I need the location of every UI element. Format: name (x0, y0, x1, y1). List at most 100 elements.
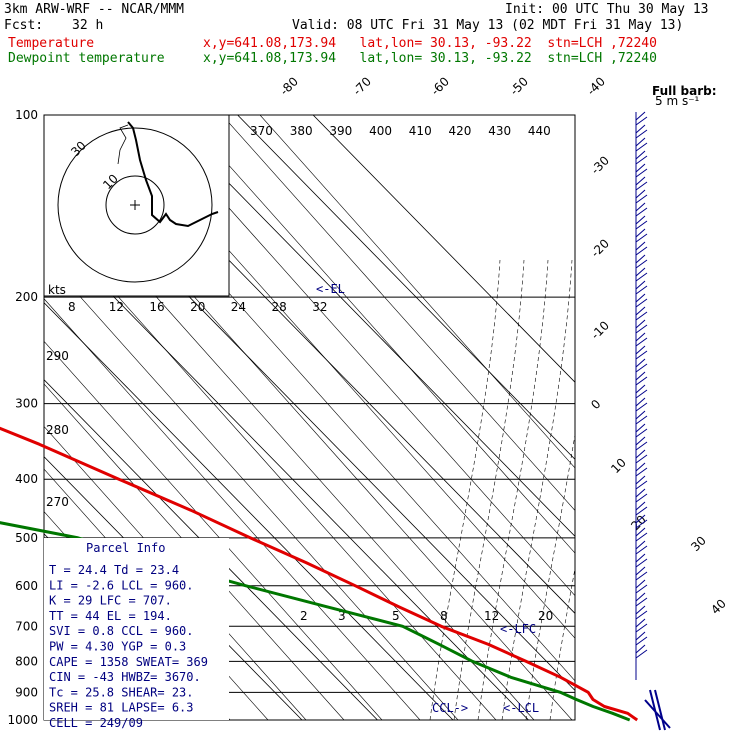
speed-label-20: 20 (190, 300, 205, 314)
dry-adiabat (44, 255, 459, 720)
wind-barb (635, 397, 648, 412)
wind-barb (635, 527, 648, 542)
wind-barb (635, 384, 648, 399)
dry-adiabat (183, 115, 575, 554)
wind-barb (635, 475, 648, 490)
parcel-info-line: CAPE = 1358 SWEAT= 369 (49, 655, 208, 669)
parcel-info-line: LI = -2.6 LCL = 960. (49, 578, 194, 592)
wind-barb-surface (644, 689, 671, 731)
theta-label-380: 380 (290, 124, 313, 138)
wind-barb (635, 176, 648, 191)
speed-label-8: 8 (68, 300, 76, 314)
parcel-info-line: SVI = 0.8 CCL = 960. (49, 624, 194, 638)
wind-barb (635, 592, 648, 607)
lfc-label: <-LFC (500, 622, 536, 636)
wind-barb (635, 124, 648, 139)
wind-barb (635, 150, 648, 165)
barb-label-1: Full barb: (652, 84, 717, 98)
dry-adiabat (44, 298, 421, 720)
parcel-info-title: Parcel Info (86, 541, 165, 555)
moist-adiabat (501, 259, 573, 720)
wind-barb (635, 540, 648, 555)
isotherm--10 (44, 379, 378, 720)
wind-barb (635, 254, 648, 269)
hodograph-trace (127, 121, 219, 228)
mixing-ratio-label-5: 5 (392, 609, 400, 623)
isotherm-0 (44, 302, 454, 720)
wind-barb (635, 358, 648, 373)
wind-barb (635, 189, 648, 204)
wind-barb (635, 410, 648, 425)
dry-adiabat (44, 383, 345, 720)
dry-adiabat (145, 115, 575, 597)
parcel-info-bg (44, 538, 229, 720)
pressure-label-800: 800 (15, 654, 38, 668)
wind-barb (635, 436, 648, 451)
wind-barb (635, 462, 648, 477)
parcel-info-line: T = 24.4 Td = 23.4 (49, 563, 179, 577)
wind-barb (635, 267, 648, 282)
wind-barb (635, 280, 648, 295)
series-layer: T = 24.4 Td = 23.4LI = -2.6 LCL = 960. K … (0, 426, 639, 730)
wind-barb (635, 163, 648, 178)
isotherm-label-40: 40 (708, 596, 729, 617)
theta-label-400: 400 (369, 124, 392, 138)
wind-barb (635, 605, 648, 620)
isotherm-label--10: -10 (588, 318, 612, 342)
theta-label-420: 420 (449, 124, 472, 138)
wind-barb (635, 371, 648, 386)
pressure-label-600: 600 (15, 579, 38, 593)
wind-barb (635, 644, 648, 659)
speed-label-28: 28 (272, 300, 287, 314)
wind-barb (635, 332, 648, 347)
speed-label-16: 16 (149, 300, 164, 314)
wind-barb (635, 202, 648, 217)
parcel-info-line: Tc = 25.8 SHEAR= 23. (49, 685, 194, 699)
theta-label-440: 440 (528, 124, 551, 138)
parcel-info-box: T = 24.4 Td = 23.4LI = -2.6 LCL = 960. K … (44, 538, 229, 730)
parcel-info-line: CELL = 249/09 (49, 716, 143, 730)
isotherm-label--80: -80 (277, 74, 301, 98)
moist-adiabat (453, 259, 525, 720)
isotherm-50 (237, 115, 575, 460)
ccl-label: CCL-> (432, 701, 468, 715)
theta-label-430: 430 (488, 124, 511, 138)
wind-barb (635, 449, 648, 464)
wind-barb (635, 345, 648, 360)
wind-barb (635, 553, 648, 568)
dry-adiabat (259, 115, 575, 469)
isotherm-10 (44, 225, 529, 720)
wind-barb (635, 319, 648, 334)
pressure-label-1000: 1000 (7, 713, 38, 727)
kts-label: kts (48, 283, 66, 297)
isotherm-40 (161, 115, 575, 537)
isotherm-60 (312, 115, 575, 383)
fcst-label: Fcst: (4, 18, 44, 33)
isotherm-label--60: -60 (428, 74, 452, 98)
parcel-info-line: TT = 44 EL = 194. (49, 609, 172, 623)
legend-dewpoint: Dewpoint temperature (8, 51, 165, 66)
wind-barb (635, 306, 648, 321)
theta-label-370: 370 (250, 124, 273, 138)
theta-label-280: 280 (46, 423, 69, 437)
pressure-label-400: 400 (15, 472, 38, 486)
isotherm-label--50: -50 (507, 74, 531, 98)
isotherm-label-20: 20 (628, 512, 649, 533)
wind-barbs (635, 111, 671, 731)
speed-label-24: 24 (231, 300, 246, 314)
fcst-value: 32 h (72, 18, 104, 33)
valid-time: Valid: 08 UTC Fri 31 May 13 (02 MDT Fri … (292, 18, 684, 33)
mixing-ratio-label-12: 12 (484, 609, 499, 623)
wind-barb (635, 579, 648, 594)
theta-label-410: 410 (409, 124, 432, 138)
isotherm-label-0: 0 (588, 397, 603, 412)
wind-barb (635, 423, 648, 438)
legend-dewpoint-info: x,y=641.08,173.94 lat,lon= 30.13, -93.22… (203, 51, 657, 66)
theta-label-270: 270 (46, 495, 69, 509)
pressure-label-100: 100 (15, 108, 38, 122)
wind-barb (635, 501, 648, 516)
legend-temperature: Temperature (8, 36, 95, 51)
text-layer: Full barb: 5 m s⁻¹ Parcel Info <-EL <-LF… (48, 84, 717, 715)
